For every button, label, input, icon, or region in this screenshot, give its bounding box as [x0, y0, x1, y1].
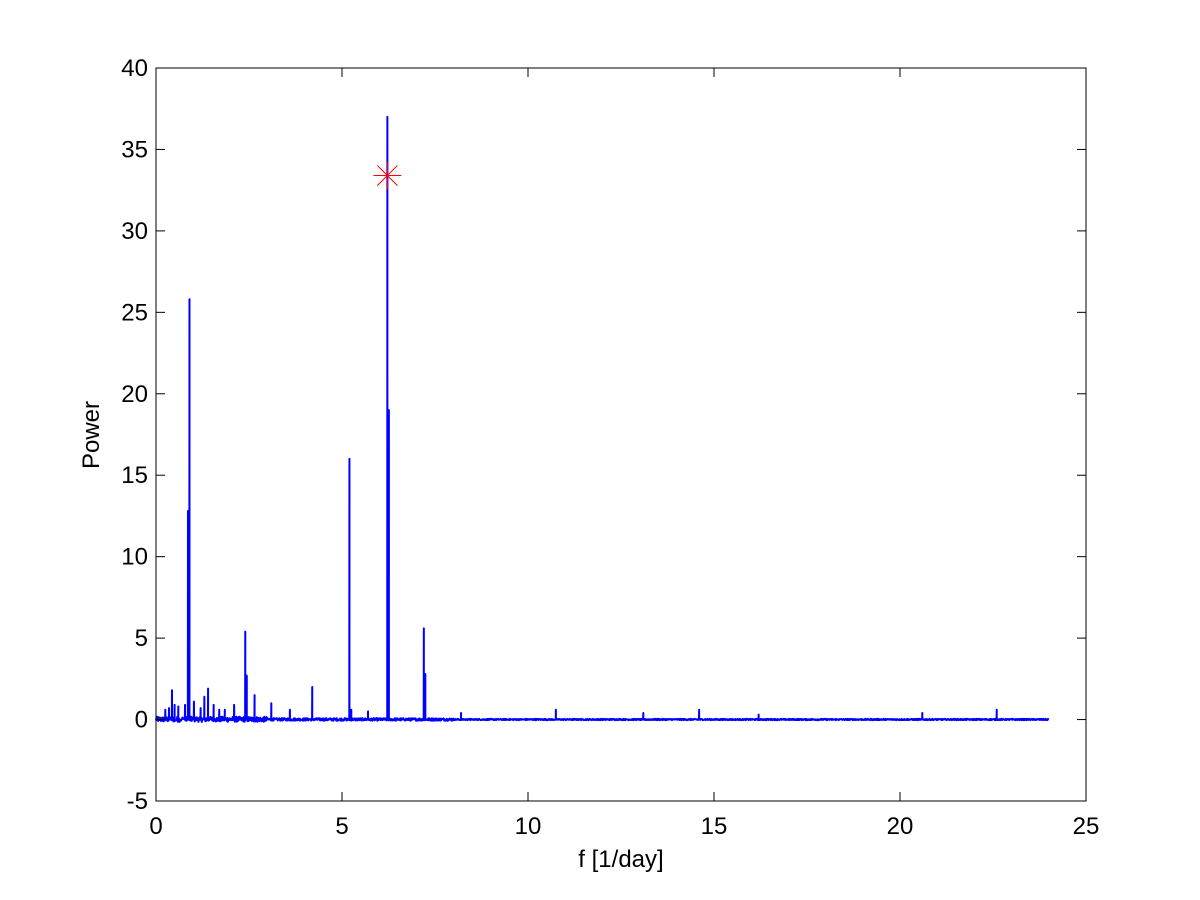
marker-layer [373, 161, 402, 190]
x-tick-label: 25 [1073, 813, 1100, 840]
y-tick-label: 30 [121, 218, 148, 245]
x-tick-label: 5 [335, 813, 348, 840]
ticks-layer [155, 67, 1087, 802]
x-tick-label: 20 [887, 813, 914, 840]
x-tick-label: 0 [149, 813, 162, 840]
y-axis-label: Power [78, 401, 105, 469]
series-layer [155, 115, 1050, 723]
x-tick-label: 15 [701, 813, 728, 840]
power-spectrum-line [155, 115, 1050, 723]
x-tick-label: 10 [515, 813, 542, 840]
y-tick-label: 40 [121, 55, 148, 82]
y-tick-label: 15 [121, 462, 148, 489]
y-tick-label: 35 [121, 136, 148, 163]
y-tick-label: 20 [121, 381, 148, 408]
asterisk-marker [373, 161, 402, 190]
x-axis-label: f [1/day] [578, 846, 663, 873]
y-tick-label: 0 [135, 707, 148, 734]
y-tick-label: 10 [121, 544, 148, 571]
y-tick-label: -5 [127, 788, 148, 815]
y-tick-label: 5 [135, 625, 148, 652]
plot-area-border [155, 67, 1087, 802]
y-tick-label: 25 [121, 299, 148, 326]
